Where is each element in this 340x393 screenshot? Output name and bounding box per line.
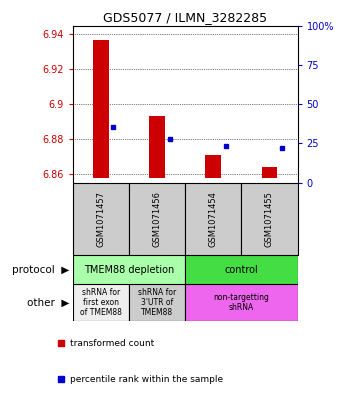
- Text: shRNA for
3'UTR of
TMEM88: shRNA for 3'UTR of TMEM88: [138, 288, 176, 317]
- Text: transformed count: transformed count: [70, 339, 155, 348]
- Bar: [241, 183, 298, 255]
- Text: GSM1071454: GSM1071454: [209, 191, 218, 247]
- Bar: [185, 183, 241, 255]
- Text: control: control: [224, 264, 258, 275]
- Bar: [73, 255, 185, 284]
- Bar: [129, 284, 185, 321]
- Text: other  ▶: other ▶: [27, 298, 70, 307]
- Bar: [93, 40, 109, 178]
- Text: TMEM88 depletion: TMEM88 depletion: [84, 264, 174, 275]
- Bar: [261, 167, 277, 178]
- Text: percentile rank within the sample: percentile rank within the sample: [70, 375, 223, 384]
- Bar: [205, 155, 221, 178]
- Bar: [185, 284, 298, 321]
- Text: protocol  ▶: protocol ▶: [13, 264, 70, 275]
- Bar: [73, 183, 129, 255]
- Text: GSM1071455: GSM1071455: [265, 191, 274, 247]
- Title: GDS5077 / ILMN_3282285: GDS5077 / ILMN_3282285: [103, 11, 267, 24]
- Text: non-targetting
shRNA: non-targetting shRNA: [214, 293, 269, 312]
- Bar: [149, 116, 165, 178]
- Bar: [73, 284, 129, 321]
- Text: shRNA for
first exon
of TMEM88: shRNA for first exon of TMEM88: [80, 288, 122, 317]
- Text: GSM1071456: GSM1071456: [153, 191, 162, 247]
- Text: GSM1071457: GSM1071457: [97, 191, 106, 247]
- Bar: [185, 255, 298, 284]
- Bar: [129, 183, 185, 255]
